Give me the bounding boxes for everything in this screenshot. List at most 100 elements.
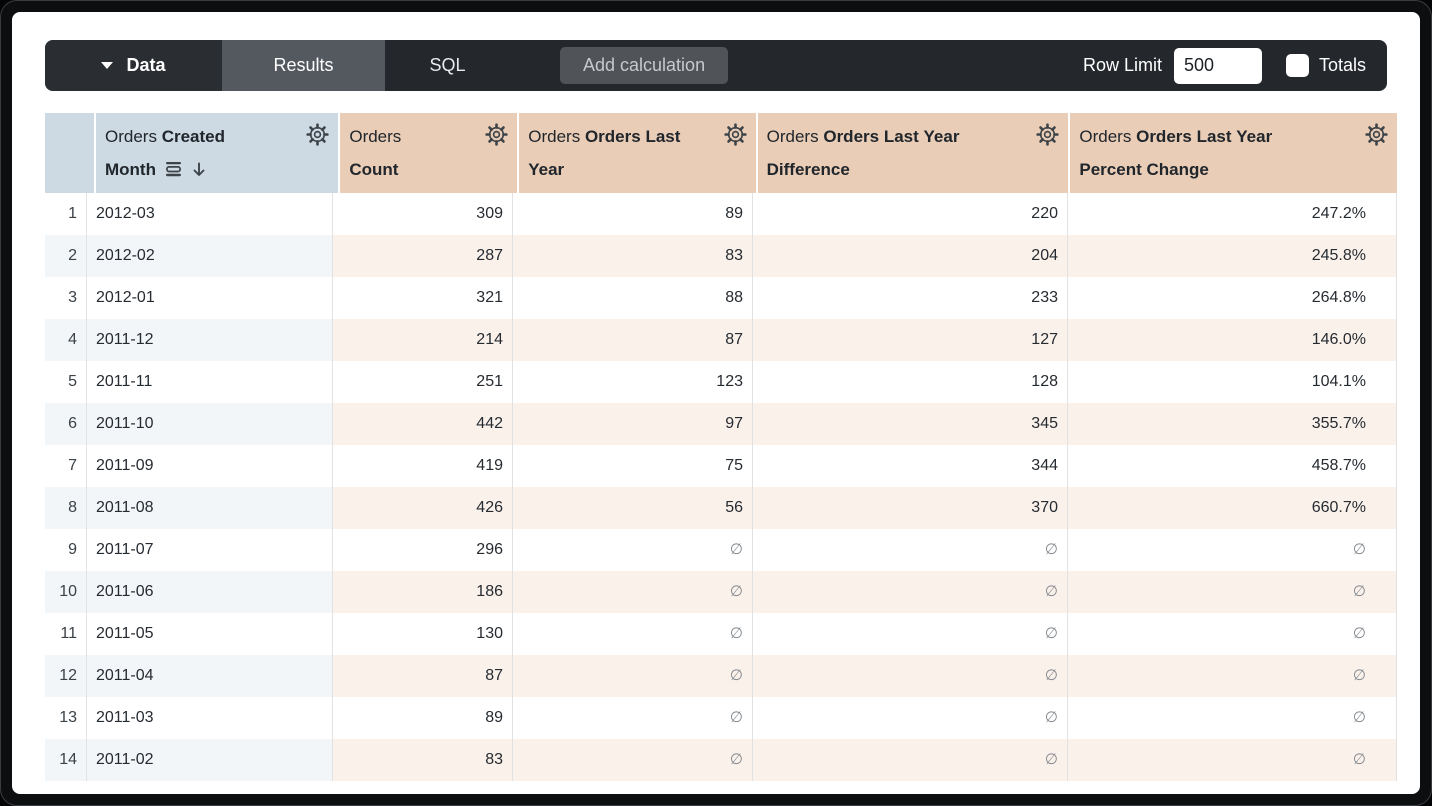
table-row: 13 2011-03 89 ∅ ∅ ∅ (45, 697, 1397, 739)
cell-orders-last-year-percent-change[interactable]: 245.8% (1068, 235, 1397, 277)
cell-created-month[interactable]: 2012-01 (87, 277, 333, 319)
cell-orders-last-year-difference[interactable]: ∅ (753, 697, 1068, 739)
data-label: Data (126, 55, 166, 75)
cell-orders-last-year[interactable]: 75 (513, 445, 753, 487)
cell-created-month[interactable]: 2012-03 (87, 193, 333, 235)
row-number-column-header[interactable] (45, 113, 96, 193)
cell-orders-last-year-percent-change[interactable]: 458.7% (1068, 445, 1397, 487)
column-label: Orders Orders Last Year (528, 127, 681, 179)
cell-count[interactable]: 130 (333, 613, 513, 655)
tab-sql[interactable]: SQL (429, 55, 466, 75)
column-header-orders-last-year-percent-change[interactable]: Orders Orders Last Year Percent Change (1070, 113, 1397, 193)
cell-created-month[interactable]: 2011-11 (87, 361, 333, 403)
totals-checkbox[interactable] (1285, 54, 1309, 77)
cell-count[interactable]: 426 (333, 487, 513, 529)
cell-count[interactable]: 83 (333, 739, 513, 781)
app-window: Data Results SQL Add calculation Row Lim… (12, 12, 1420, 794)
cell-orders-last-year[interactable]: 88 (513, 277, 753, 319)
cell-count[interactable]: 87 (333, 655, 513, 697)
cell-orders-last-year-difference[interactable]: 370 (753, 487, 1068, 529)
row-number-cell: 11 (45, 613, 87, 655)
cell-created-month[interactable]: 2011-07 (87, 529, 333, 571)
cell-orders-last-year-percent-change[interactable]: 146.0% (1068, 319, 1397, 361)
tab-results[interactable]: Results (222, 40, 385, 91)
cell-orders-last-year-percent-change[interactable]: ∅ (1068, 697, 1397, 739)
cell-orders-last-year[interactable]: ∅ (513, 655, 753, 697)
column-header-orders-last-year-difference[interactable]: Orders Orders Last Year Difference (757, 113, 1071, 193)
cell-orders-last-year-difference[interactable]: ∅ (753, 739, 1068, 781)
cell-count[interactable]: 287 (333, 235, 513, 277)
cell-count[interactable]: 321 (333, 277, 513, 319)
row-number-cell: 4 (45, 319, 87, 361)
cell-orders-last-year[interactable]: 89 (513, 193, 753, 235)
cell-orders-last-year-percent-change[interactable]: ∅ (1068, 529, 1397, 571)
table-row: 5 2011-11 251 123 128 104.1% (45, 361, 1397, 403)
cell-orders-last-year-difference[interactable]: ∅ (753, 529, 1068, 571)
row-limit-input[interactable] (1173, 47, 1262, 84)
row-number-cell: 1 (45, 193, 87, 235)
cell-created-month[interactable]: 2011-10 (87, 403, 333, 445)
cell-orders-last-year-percent-change[interactable]: 247.2% (1068, 193, 1397, 235)
cell-count[interactable]: 89 (333, 697, 513, 739)
cell-orders-last-year[interactable]: 97 (513, 403, 753, 445)
cell-orders-last-year-difference[interactable]: ∅ (753, 655, 1068, 697)
cell-orders-last-year-percent-change[interactable]: ∅ (1068, 613, 1397, 655)
cell-orders-last-year-difference[interactable]: 128 (753, 361, 1068, 403)
cell-count[interactable]: 296 (333, 529, 513, 571)
cell-orders-last-year-percent-change[interactable]: 355.7% (1068, 403, 1397, 445)
cell-count[interactable]: 309 (333, 193, 513, 235)
cell-orders-last-year-difference[interactable]: 204 (753, 235, 1068, 277)
add-calculation-button[interactable]: Add calculation (560, 47, 729, 84)
toolbar: Data Results SQL Add calculation Row Lim… (45, 40, 1387, 91)
cell-orders-last-year[interactable]: ∅ (513, 613, 753, 655)
cell-orders-last-year[interactable]: 123 (513, 361, 753, 403)
cell-orders-last-year[interactable]: 56 (513, 487, 753, 529)
gear-icon[interactable] (485, 123, 508, 146)
cell-count[interactable]: 186 (333, 571, 513, 613)
cell-orders-last-year-difference[interactable]: 345 (753, 403, 1068, 445)
cell-orders-last-year[interactable]: ∅ (513, 739, 753, 781)
cell-created-month[interactable]: 2011-02 (87, 739, 333, 781)
cell-orders-last-year-difference[interactable]: ∅ (753, 613, 1068, 655)
cell-count[interactable]: 251 (333, 361, 513, 403)
cell-orders-last-year[interactable]: ∅ (513, 529, 753, 571)
cell-orders-last-year-difference[interactable]: 127 (753, 319, 1068, 361)
row-number-cell: 13 (45, 697, 87, 739)
cell-created-month[interactable]: 2011-03 (87, 697, 333, 739)
cell-created-month[interactable]: 2011-04 (87, 655, 333, 697)
cell-orders-last-year-percent-change[interactable]: ∅ (1068, 655, 1397, 697)
gear-icon[interactable] (1036, 123, 1060, 146)
cell-count[interactable]: 214 (333, 319, 513, 361)
cell-created-month[interactable]: 2011-06 (87, 571, 333, 613)
cell-orders-last-year-percent-change[interactable]: ∅ (1068, 739, 1397, 781)
row-number-cell: 10 (45, 571, 87, 613)
column-header-created-month[interactable]: Orders Created Month (96, 113, 341, 193)
cell-orders-last-year[interactable]: 83 (513, 235, 753, 277)
cell-orders-last-year-difference[interactable]: ∅ (753, 571, 1068, 613)
cell-orders-last-year-percent-change[interactable]: 104.1% (1068, 361, 1397, 403)
cell-orders-last-year-difference[interactable]: 344 (753, 445, 1068, 487)
gear-icon[interactable] (306, 123, 330, 146)
cell-orders-last-year[interactable]: ∅ (513, 697, 753, 739)
data-section-toggle[interactable]: Data (45, 40, 222, 91)
cell-orders-last-year-percent-change[interactable]: 264.8% (1068, 277, 1397, 319)
cell-orders-last-year-difference[interactable]: 220 (753, 193, 1068, 235)
cell-orders-last-year-difference[interactable]: 233 (753, 277, 1068, 319)
cell-created-month[interactable]: 2012-02 (87, 235, 333, 277)
row-number-cell: 14 (45, 739, 87, 781)
cell-orders-last-year-percent-change[interactable]: ∅ (1068, 571, 1397, 613)
cell-created-month[interactable]: 2011-12 (87, 319, 333, 361)
gear-icon[interactable] (723, 123, 747, 146)
cell-created-month[interactable]: 2011-05 (87, 613, 333, 655)
cell-orders-last-year[interactable]: 87 (513, 319, 753, 361)
cell-count[interactable]: 442 (333, 403, 513, 445)
explorer-content: Data Results SQL Add calculation Row Lim… (12, 12, 1420, 781)
gear-icon[interactable] (1365, 123, 1388, 146)
cell-count[interactable]: 419 (333, 445, 513, 487)
cell-created-month[interactable]: 2011-09 (87, 445, 333, 487)
column-header-count[interactable]: Orders Count (340, 113, 520, 193)
cell-orders-last-year-percent-change[interactable]: 660.7% (1068, 487, 1397, 529)
cell-orders-last-year[interactable]: ∅ (513, 571, 753, 613)
column-header-orders-last-year[interactable]: Orders Orders Last Year (519, 113, 758, 193)
cell-created-month[interactable]: 2011-08 (87, 487, 333, 529)
